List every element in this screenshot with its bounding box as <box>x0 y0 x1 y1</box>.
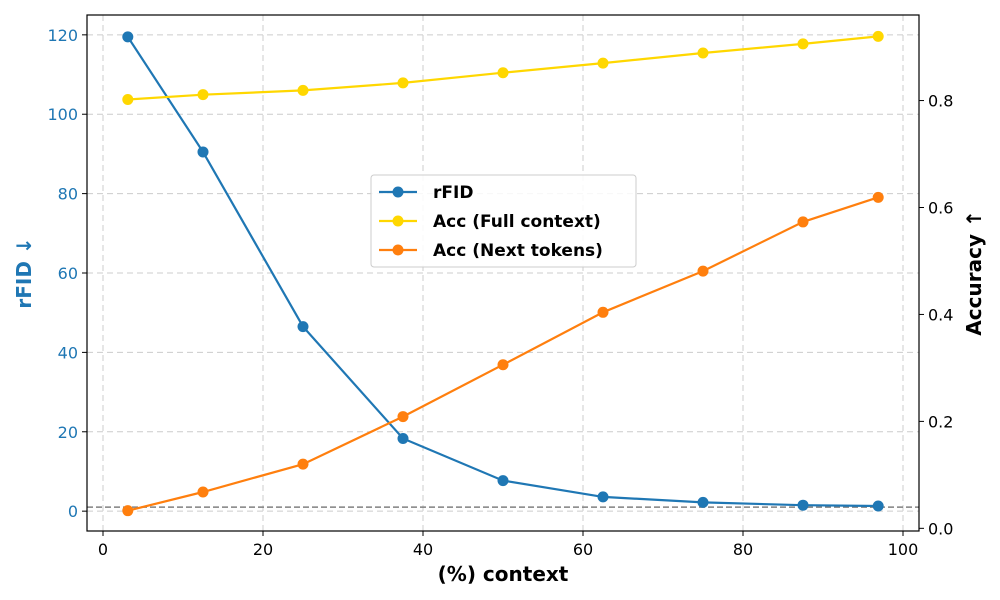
data-point <box>122 505 134 517</box>
data-point <box>597 491 609 503</box>
data-point <box>297 84 309 96</box>
series-layer <box>122 30 884 517</box>
data-point <box>697 496 709 508</box>
y-right-tick-label: 0.4 <box>928 305 953 324</box>
x-tick-label: 40 <box>413 540 433 559</box>
y-left-tick-label: 80 <box>58 185 78 204</box>
x-tick-label: 100 <box>888 540 919 559</box>
data-point <box>197 89 209 101</box>
data-point <box>197 486 209 498</box>
legend-label: Acc (Next tokens) <box>433 241 603 261</box>
data-point <box>397 77 409 89</box>
series-0 <box>122 31 884 512</box>
data-point <box>497 359 509 371</box>
grid <box>87 15 919 531</box>
data-point <box>197 146 209 158</box>
series-1 <box>122 30 884 105</box>
y-left-axis-title: rFID ↓ <box>12 237 36 308</box>
legend-swatch-marker <box>392 186 404 198</box>
data-point <box>297 321 309 333</box>
y-right-tick-label: 0.0 <box>928 519 953 538</box>
x-axis-title: (%) context <box>438 562 569 586</box>
legend-label: Acc (Full context) <box>433 212 601 232</box>
data-point <box>697 265 709 277</box>
y-left-tick-label: 60 <box>58 264 78 283</box>
y-right-axis-title: Accuracy ↑ <box>962 210 986 335</box>
y-left-tick-label: 40 <box>58 343 78 362</box>
x-tick-label: 60 <box>573 540 593 559</box>
x-tick-label: 80 <box>733 540 753 559</box>
y-left-tick-label: 100 <box>47 105 78 124</box>
data-point <box>797 499 809 511</box>
data-point <box>597 57 609 69</box>
data-point <box>872 191 884 203</box>
x-tick-label: 20 <box>253 540 273 559</box>
data-point <box>597 306 609 318</box>
legend: rFID Acc (Full context) Acc (Next tokens) <box>370 174 637 268</box>
data-point <box>397 433 409 445</box>
legend-swatch-marker <box>392 215 404 227</box>
x-axis: 0 20 40 60 80 100 <box>98 531 918 559</box>
data-point <box>122 31 134 43</box>
data-point <box>797 38 809 50</box>
data-point <box>497 475 509 487</box>
data-point <box>122 93 134 105</box>
data-point <box>497 67 509 79</box>
y-right-tick-label: 0.6 <box>928 198 953 217</box>
y-right-tick-label: 0.2 <box>928 412 953 431</box>
data-point <box>297 458 309 470</box>
y-right-tick-label: 0.8 <box>928 92 953 111</box>
data-point <box>697 47 709 59</box>
legend-label: rFID <box>433 183 473 203</box>
x-tick-label: 0 <box>98 540 108 559</box>
y-right-axis: 0.0 0.2 0.4 0.6 0.8 <box>919 92 953 538</box>
data-point <box>397 411 409 423</box>
data-point <box>872 500 884 512</box>
y-left-tick-label: 120 <box>47 26 78 45</box>
y-left-tick-label: 0 <box>68 502 78 521</box>
legend-swatch-marker <box>392 244 404 256</box>
data-point <box>872 30 884 42</box>
y-left-tick-label: 20 <box>58 423 78 442</box>
series-2 <box>122 191 884 517</box>
legend-box <box>370 174 637 268</box>
series-line <box>126 36 879 508</box>
data-point <box>797 216 809 228</box>
y-left-axis: 0 20 40 60 80 100 120 <box>47 26 87 521</box>
